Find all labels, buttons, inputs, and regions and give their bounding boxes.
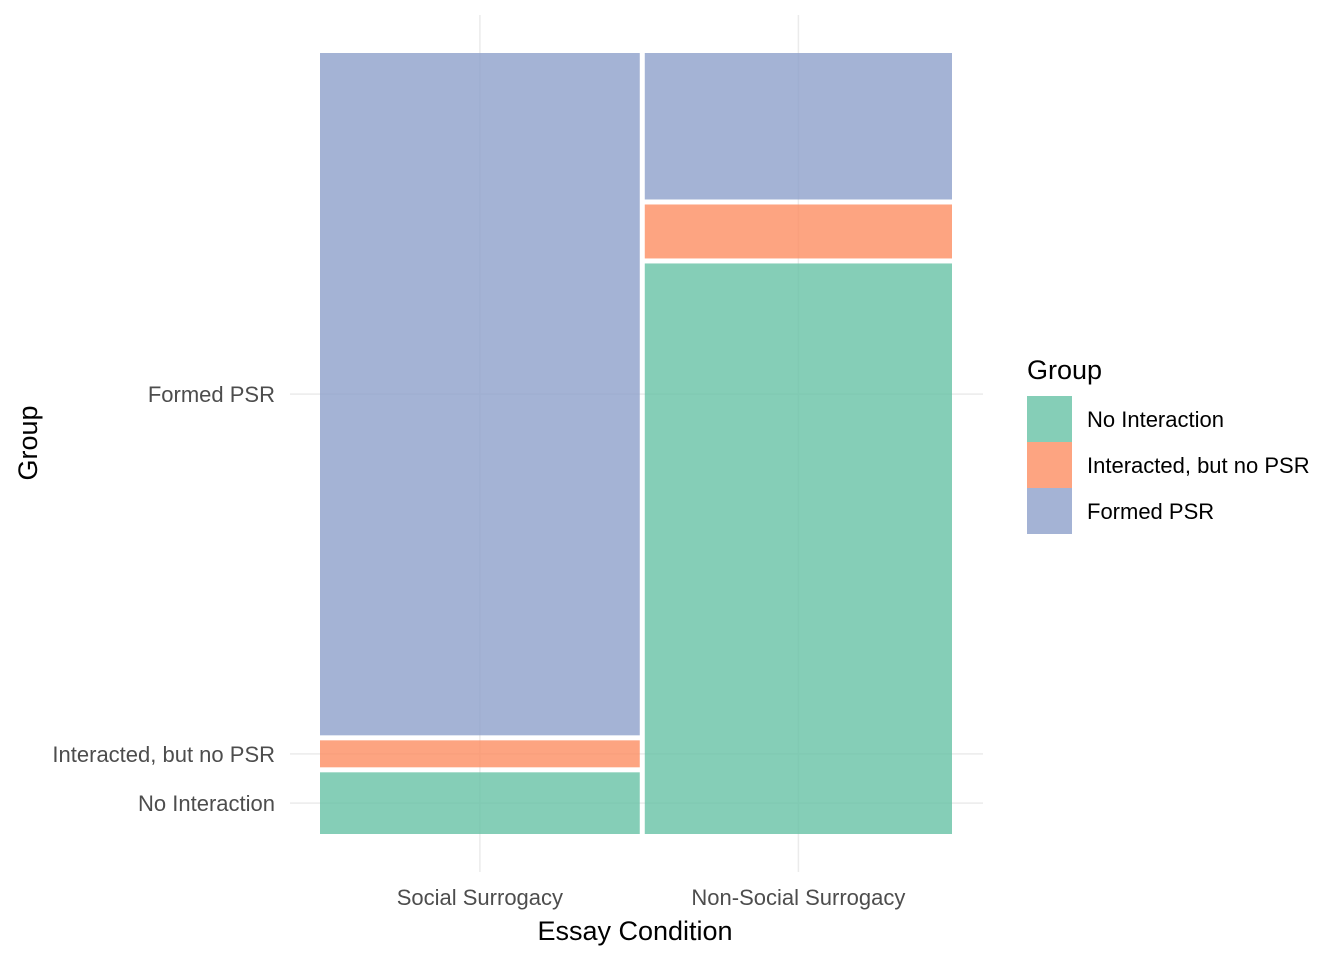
tile-social-surrogacy-no-interaction (320, 772, 640, 834)
x-tick-label-non-social-surrogacy: Non-Social Surrogacy (691, 885, 905, 910)
legend-key-no-interaction (1027, 396, 1072, 442)
x-tick-label-social-surrogacy: Social Surrogacy (397, 885, 563, 910)
tile-non-social-surrogacy-interacted-but-no-psr (644, 204, 952, 259)
tile-social-surrogacy-interacted-but-no-psr (320, 740, 640, 768)
legend-title: Group (1027, 355, 1102, 385)
legend-label-no-interaction: No Interaction (1087, 407, 1224, 432)
legend-key-formed-psr (1027, 488, 1072, 534)
tile-non-social-surrogacy-formed-psr (644, 53, 952, 200)
tile-non-social-surrogacy-no-interaction (644, 263, 952, 835)
x-axis-ticks: Social Surrogacy Non-Social Surrogacy (397, 885, 906, 910)
x-axis-title: Essay Condition (537, 916, 732, 946)
tile-social-surrogacy-formed-psr (320, 53, 640, 736)
legend: Group No Interaction Interacted, but no P… (1027, 355, 1310, 534)
y-tick-label-formed-psr: Formed PSR (148, 382, 275, 407)
legend-label-formed-psr: Formed PSR (1087, 499, 1214, 524)
y-axis-title: Group (13, 405, 43, 480)
y-axis-ticks: No Interaction Interacted, but no PSR Form… (52, 382, 275, 816)
legend-key-interacted-but-no-psr (1027, 442, 1072, 488)
legend-label-interacted-but-no-psr: Interacted, but no PSR (1087, 453, 1310, 478)
mosaic-tiles (320, 53, 952, 835)
y-tick-label-no-interaction: No Interaction (138, 791, 275, 816)
y-tick-label-interacted-but-no-psr: Interacted, but no PSR (52, 742, 275, 767)
